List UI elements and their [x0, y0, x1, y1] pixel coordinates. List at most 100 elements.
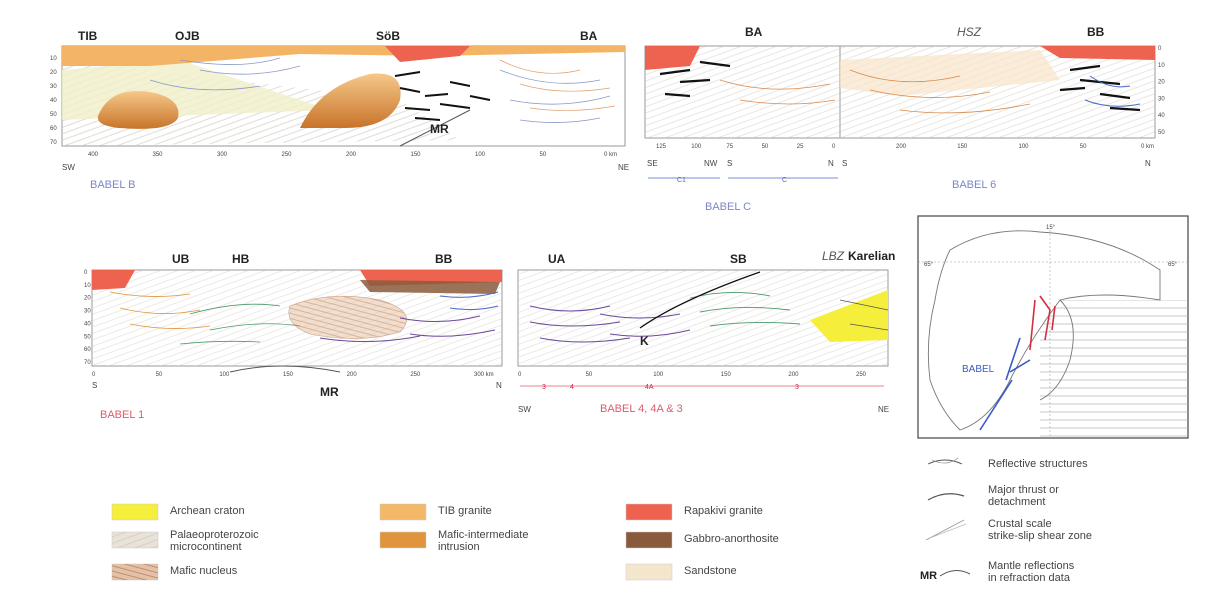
babel-4-label-sb: SB	[730, 252, 747, 266]
legend-line-thrust	[927, 493, 965, 501]
babel-1-depth-tick-3: 30	[84, 309, 91, 315]
legend-swatch-4	[379, 531, 427, 549]
babel-4-archean-craton	[810, 290, 888, 342]
babel-4-ne: NE	[878, 405, 889, 414]
babel-4-sw: SW	[518, 405, 531, 414]
babel-4-label-ua: UA	[548, 252, 566, 266]
babel-1-depth-tick-5: 50	[84, 334, 91, 340]
babel-b-name: BABEL B	[90, 179, 135, 191]
legend-swatches: Archean craton Palaeoproterozoic microcont…	[111, 503, 779, 581]
babel-c6-depth-tick-1: 10	[1158, 63, 1165, 69]
babel-4-reflectors-purple	[529, 305, 691, 343]
babel-4-label-karelian: Karelian	[848, 249, 895, 263]
legend-label-4: Mafic-intermediate intrusion	[438, 529, 528, 553]
babel-c6-rapakivi-left	[645, 46, 700, 70]
babel-b-mafic-intrusion-1	[97, 91, 179, 129]
map-lat-right: 65°	[1168, 262, 1178, 268]
babel-b-distance-axis: 400 350 300 250 200 150 100 50 0 km	[88, 152, 617, 158]
babel-1-label-ub: UB	[172, 252, 190, 266]
babel-1-mafic-nucleus-fill	[288, 296, 407, 339]
babel-4-name: BABEL 4, 4A & 3	[600, 403, 683, 415]
babel-1-dist-tick-5: 250	[410, 372, 421, 378]
legend-line-reflective-2	[931, 457, 959, 464]
babel-b-depth-tick-3: 40	[50, 98, 57, 104]
map-lon-top: 15°	[1046, 225, 1056, 231]
map-lat-left: 65°	[924, 262, 934, 268]
babel-c-dist-tick-1: 100	[691, 144, 702, 150]
legend-swatch-7	[625, 563, 673, 581]
babel-4-sub-4a: 4A	[645, 384, 654, 391]
babel-6-dist-tick-3: 50	[1080, 144, 1087, 150]
babel-b-dist-tick-4: 200	[346, 152, 357, 158]
babel-b-dist-tick-8: 0 km	[604, 152, 617, 158]
babel-4-sub-4: 4	[570, 384, 574, 391]
babel-c-dist-tick-4: 25	[797, 144, 804, 150]
babel-4-craton-lines	[839, 299, 889, 331]
babel-c6-dir-n: N	[828, 159, 834, 168]
legend-line-mantle	[939, 570, 971, 577]
babel-1-label-hb: HB	[232, 252, 250, 266]
babel-1-depth-tick-4: 40	[84, 321, 91, 327]
babel-c-dist-tick-5: 0	[832, 144, 836, 150]
babel-b-depth-tick-1: 20	[50, 70, 57, 76]
legend-label-1: Palaeoproterozoic microcontinent	[170, 529, 259, 553]
babel-c6-sub-c1: C1	[677, 177, 686, 184]
babel-1-dist-tick-6: 300 km	[474, 372, 494, 378]
legend-label-5: Rapakivi granite	[684, 505, 763, 517]
babel-b-dist-tick-3: 250	[282, 152, 293, 158]
babel-6-dist-tick-4: 0 km	[1141, 144, 1154, 150]
legend-swatch-6	[625, 531, 673, 549]
legend-mr-prefix: MR	[920, 570, 937, 582]
legend-line-labels: Reflective structures Major thrust or deta…	[988, 458, 1092, 584]
legend-line-label-3: Mantle reflections in refraction data	[988, 560, 1075, 584]
babel-c6-reflectors-black	[659, 60, 1141, 112]
babel-4-sub-3b: 3	[795, 384, 799, 391]
babel-4-dist-tick-3: 150	[721, 372, 732, 378]
babel-1-dist-tick-2: 100	[219, 372, 230, 378]
map-sea-hatch	[1040, 300, 1188, 438]
babel-6-dist-tick-2: 100	[1019, 144, 1030, 150]
babel-c6-dir-se: SE	[647, 159, 658, 168]
babel-1-depth-tick-0: 0	[84, 270, 88, 276]
location-map: 15° 65° 65° BABEL	[917, 215, 1189, 439]
babel-4-lbz: LBZ	[822, 249, 845, 263]
babel-c6-dir-s: S	[727, 159, 732, 168]
babel-c6-depth-tick-2: 20	[1158, 80, 1165, 86]
babel-b-orange-reflections	[499, 59, 616, 111]
babel-1-depth-tick-2: 20	[84, 296, 91, 302]
babel-4-thrust	[639, 271, 761, 329]
babel-1-mr-label: MR	[320, 385, 339, 399]
legend-label-0: Archean craton	[170, 505, 245, 517]
map-red-profiles	[1029, 295, 1056, 351]
babel-1-dist-tick-0: 0	[92, 372, 96, 378]
babel-c6-depth-tick-3: 30	[1158, 96, 1165, 102]
babel-4-dist-tick-2: 100	[653, 372, 664, 378]
babel-1-depth-tick-7: 70	[84, 360, 91, 366]
babel-4-dist-tick-5: 250	[856, 372, 867, 378]
babel-b-label-tib: TIB	[78, 29, 98, 43]
map-coast	[1039, 299, 1074, 401]
babel-b-label-ba: BA	[580, 29, 598, 43]
babel-6-dist-tick-0: 200	[896, 144, 907, 150]
babel-b-label-sob: SöB	[376, 29, 400, 43]
babel-1-label-bb: BB	[435, 252, 453, 266]
map-babel-label: BABEL	[962, 364, 995, 375]
babel-b-thin-reflections	[149, 57, 611, 123]
babel-b-ne: NE	[618, 163, 629, 172]
babel-b-reflectors	[394, 71, 491, 121]
babel-c-dist-tick-0: 125	[656, 144, 667, 150]
babel-c6-depth-tick-4: 40	[1158, 113, 1165, 119]
legend-lines: MR	[920, 457, 971, 582]
babel-b-mr-line	[399, 109, 471, 147]
babel-b-depth-tick-0: 10	[50, 56, 57, 62]
legend-line-strike-slip	[925, 519, 965, 541]
babel-c6-reflectors-orange	[719, 69, 1031, 114]
legend-line-label-2: Crustal scale strike-slip shear zone	[988, 518, 1092, 542]
babel-1-name: BABEL 1	[100, 409, 144, 421]
babel-b-depth-tick-6: 70	[50, 140, 57, 146]
babel-c6-rapakivi-right	[1040, 46, 1155, 60]
babel-1-distance-axis: 0 50 100 150 200 250 300 km	[92, 372, 494, 378]
babel-c6-label-bb: BB	[1087, 25, 1105, 39]
babel-1-mr-line	[229, 365, 341, 373]
